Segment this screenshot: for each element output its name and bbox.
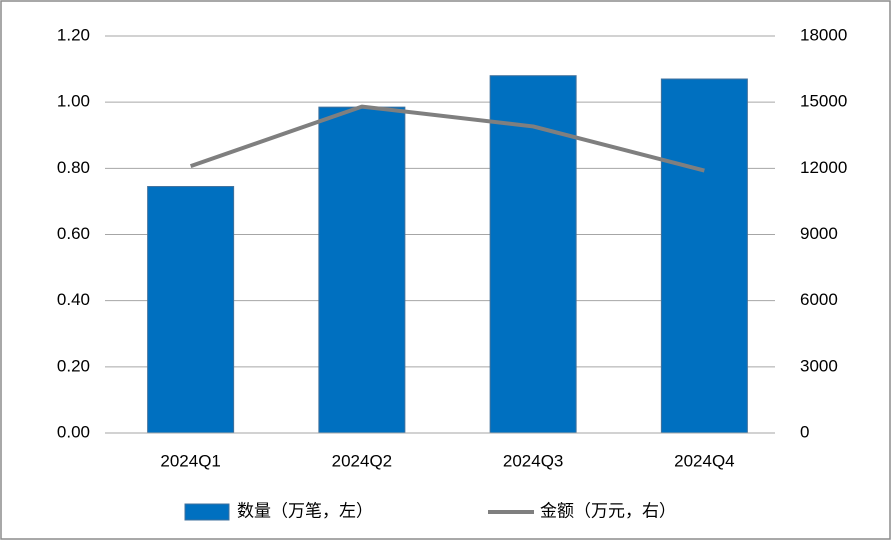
x-tick-label: 2024Q3 — [503, 451, 564, 470]
legend-swatch — [184, 503, 230, 521]
legend-label: 金额（万元，右） — [540, 501, 676, 520]
x-tick-label: 2024Q4 — [674, 451, 735, 470]
x-tick-label: 2024Q1 — [160, 451, 221, 470]
bar — [489, 75, 577, 434]
line — [189, 104, 705, 173]
y-tick-label: 1.00 — [57, 92, 90, 111]
y2-tick-label: 6000 — [800, 290, 838, 309]
y-tick-label: 0.80 — [57, 158, 90, 177]
y-tick-label: 0.20 — [57, 356, 90, 375]
bar — [147, 186, 235, 434]
y2-tick-label: 15000 — [800, 92, 847, 111]
y-tick-label: 0.40 — [57, 290, 90, 309]
y-tick-label: 0.00 — [57, 422, 90, 441]
y2-tick-label: 0 — [800, 422, 809, 441]
bar — [660, 78, 748, 434]
legend-label: 数量（万笔，左） — [237, 501, 373, 520]
y2-tick-label: 3000 — [800, 356, 838, 375]
y2-tick-label: 9000 — [800, 224, 838, 243]
y-tick-label: 1.20 — [57, 25, 90, 44]
y2-tick-label: 18000 — [800, 25, 847, 44]
bar — [318, 106, 406, 434]
y-tick-label: 0.60 — [57, 224, 90, 243]
y2-tick-label: 12000 — [800, 158, 847, 177]
x-tick-label: 2024Q2 — [332, 451, 393, 470]
